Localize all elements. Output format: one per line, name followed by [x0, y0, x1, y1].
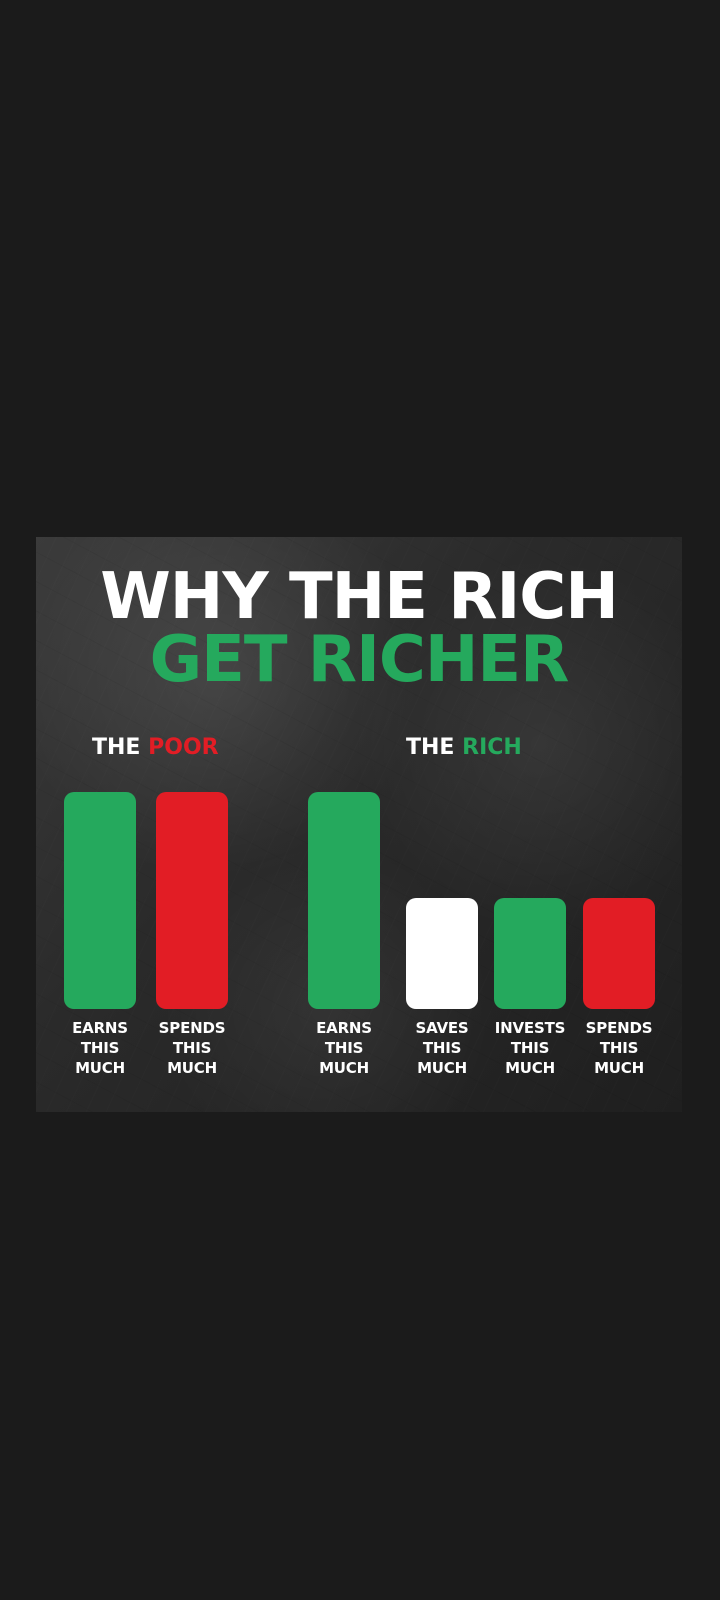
bar-label-rich-1: EARNS THIS MUCH [316, 1019, 372, 1077]
bar-rich-1 [308, 792, 380, 1009]
bar-poor-2 [156, 792, 228, 1009]
poor-label-prefix: THE [92, 735, 141, 760]
rich-section-label: THE RICH [406, 737, 522, 759]
bar-rich-2 [406, 898, 478, 1009]
infographic-card: WHY THE RICH GET RICHER THE POOR THE RIC… [36, 537, 682, 1112]
poor-section-label: THE POOR [92, 737, 219, 759]
rich-label-highlight: RICH [462, 735, 522, 760]
headline-line-1: WHY THE RICH [100, 560, 619, 634]
bar-label-rich-4: SPENDS THIS MUCH [585, 1019, 653, 1077]
bar-label-poor-1: EARNS THIS MUCH [72, 1019, 128, 1077]
rich-label-prefix: THE [406, 735, 455, 760]
bar-poor-1 [64, 792, 136, 1009]
bar-label-poor-2: SPENDS THIS MUCH [158, 1019, 226, 1077]
bar-label-rich-2: SAVES THIS MUCH [415, 1019, 469, 1077]
poor-label-highlight: POOR [148, 735, 219, 760]
bar-label-rich-3: INVESTS THIS MUCH [494, 1019, 566, 1077]
bar-rich-3 [494, 898, 566, 1009]
bar-rich-4 [583, 898, 655, 1009]
headline-line-2: GET RICHER [149, 623, 570, 697]
